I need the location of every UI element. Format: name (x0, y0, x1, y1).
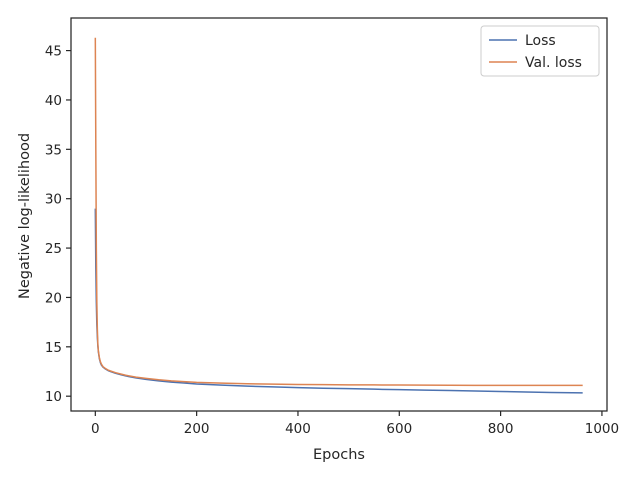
x-tick-label: 800 (488, 421, 514, 437)
x-axis: 0 200 400 600 800 1000 (91, 411, 619, 437)
plot-frame (70, 17, 608, 412)
legend-label: Loss (525, 33, 556, 49)
legend-frame (480, 25, 600, 77)
y-tick-label: 40 (45, 93, 62, 109)
x-axis-title: Epochs (313, 447, 365, 463)
y-axis: 10 15 20 25 30 35 40 45 (45, 44, 71, 405)
x-tick-label: 400 (285, 421, 311, 437)
y-tick-label: 45 (45, 44, 62, 60)
y-tick-label: 35 (45, 142, 62, 158)
y-tick-label: 25 (45, 241, 62, 257)
legend-label: Val. loss (525, 55, 582, 71)
y-axis-title: Negative log-likelihood (17, 133, 33, 299)
series-line-1 (94, 37, 583, 387)
x-tick-label: 200 (184, 421, 210, 437)
x-tick-label: 0 (91, 421, 100, 437)
plot-background (71, 18, 607, 411)
x-tick-label: 1000 (585, 421, 619, 437)
legend: Loss Val. loss (480, 25, 600, 77)
y-tick-label: 10 (45, 389, 62, 405)
x-tick-label: 600 (386, 421, 412, 437)
series-layer (94, 37, 583, 394)
y-tick-label: 15 (45, 340, 62, 356)
y-tick-label: 20 (45, 290, 62, 306)
y-tick-label: 30 (45, 192, 62, 208)
